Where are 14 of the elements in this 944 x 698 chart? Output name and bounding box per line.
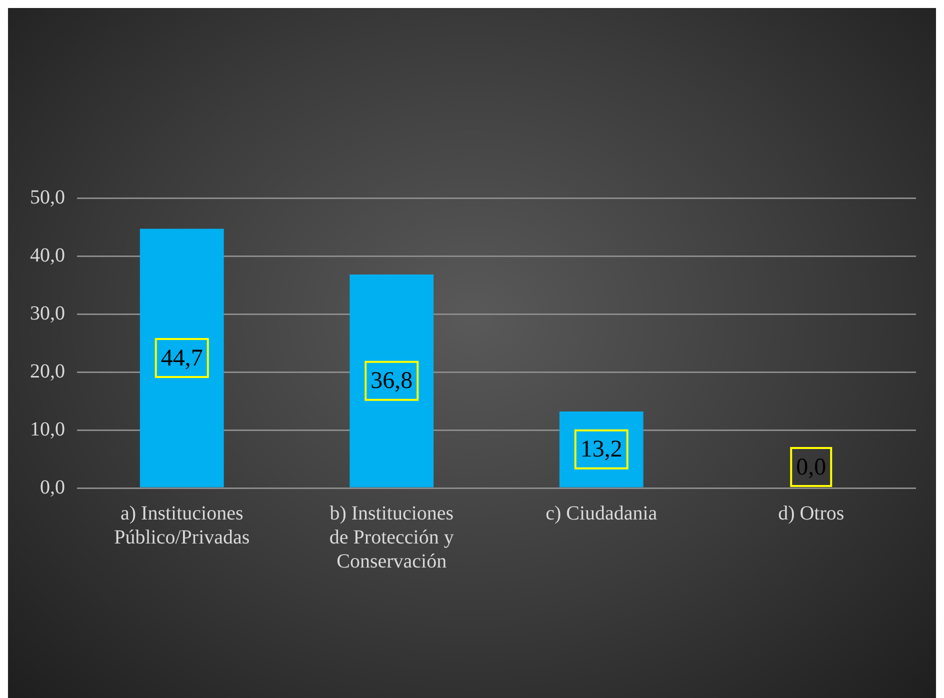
y-tick-label: 0,0: [40, 476, 65, 498]
x-tick-label: d) Otros: [778, 502, 844, 524]
x-tick-label: c) Ciudadania: [546, 502, 658, 524]
x-tick-label: a) Instituciones Público/Privadas: [114, 502, 250, 548]
y-tick-label: 50,0: [30, 186, 65, 208]
data-label: 0,0: [796, 454, 826, 480]
y-tick-label: 30,0: [30, 302, 65, 324]
data-label: 44,7: [160, 345, 203, 372]
y-tick-label: 40,0: [30, 244, 65, 266]
y-tick-label: 10,0: [30, 418, 65, 440]
x-tick-label: b) Instituciones de Protección y Conservación: [329, 502, 454, 572]
data-label: 36,8: [370, 368, 413, 394]
data-label: 13,2: [580, 436, 622, 463]
y-tick-label: 20,0: [30, 360, 65, 382]
